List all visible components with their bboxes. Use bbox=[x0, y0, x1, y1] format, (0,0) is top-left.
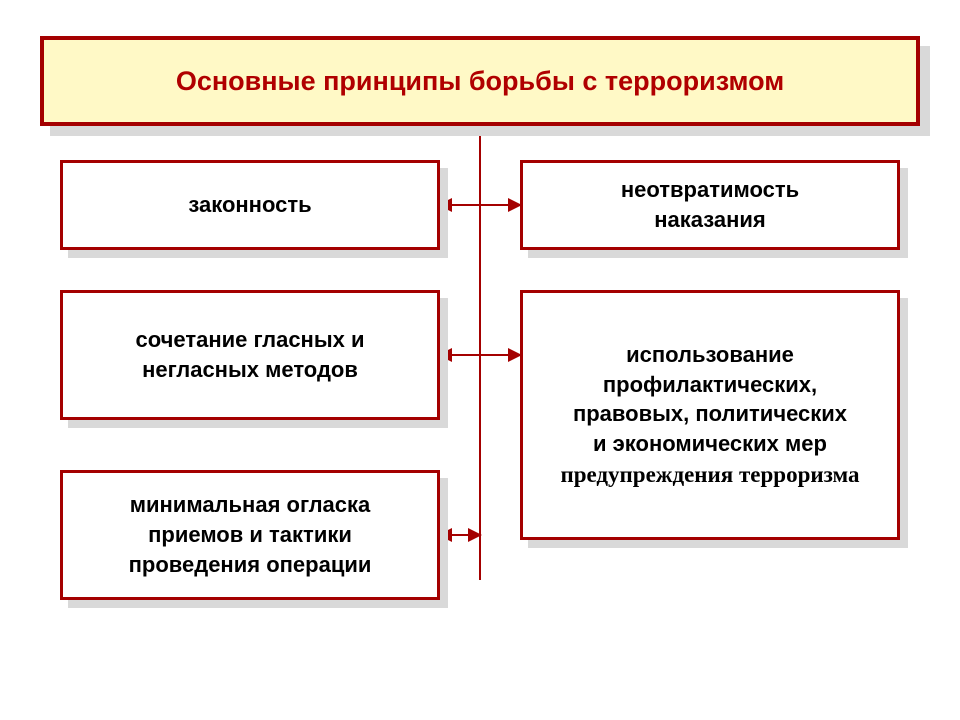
node-n3-line-0: сочетание гласных и bbox=[135, 325, 364, 355]
node-n4-line-3: и экономических мер bbox=[593, 429, 827, 459]
node-n1-line-0: законность bbox=[188, 190, 311, 220]
node-n2-line-0: неотвратимость bbox=[621, 175, 799, 205]
node-n4: использованиепрофилактических,правовых, … bbox=[520, 290, 900, 540]
node-n2: неотвратимостьнаказания bbox=[520, 160, 900, 250]
node-n5-line-1: приемов и тактики bbox=[148, 520, 352, 550]
node-n3: сочетание гласных инегласных методов bbox=[60, 290, 440, 420]
node-n4-line-0: использование bbox=[626, 340, 794, 370]
node-n5-line-2: проведения операции bbox=[129, 550, 372, 580]
node-n4-line-2: правовых, политических bbox=[573, 399, 847, 429]
node-n1: законность bbox=[60, 160, 440, 250]
title-box: Основные принципы борьбы с терроризмом bbox=[40, 36, 920, 126]
node-n2-line-1: наказания bbox=[654, 205, 766, 235]
node-n5: минимальная огласкаприемов и тактикипров… bbox=[60, 470, 440, 600]
node-n4-boldline: предупреждения терроризма bbox=[560, 459, 859, 490]
node-n5-line-0: минимальная огласка bbox=[130, 490, 371, 520]
node-n4-line-1: профилактических, bbox=[603, 370, 817, 400]
node-n3-line-1: негласных методов bbox=[142, 355, 358, 385]
title-text: Основные принципы борьбы с терроризмом bbox=[176, 66, 784, 97]
